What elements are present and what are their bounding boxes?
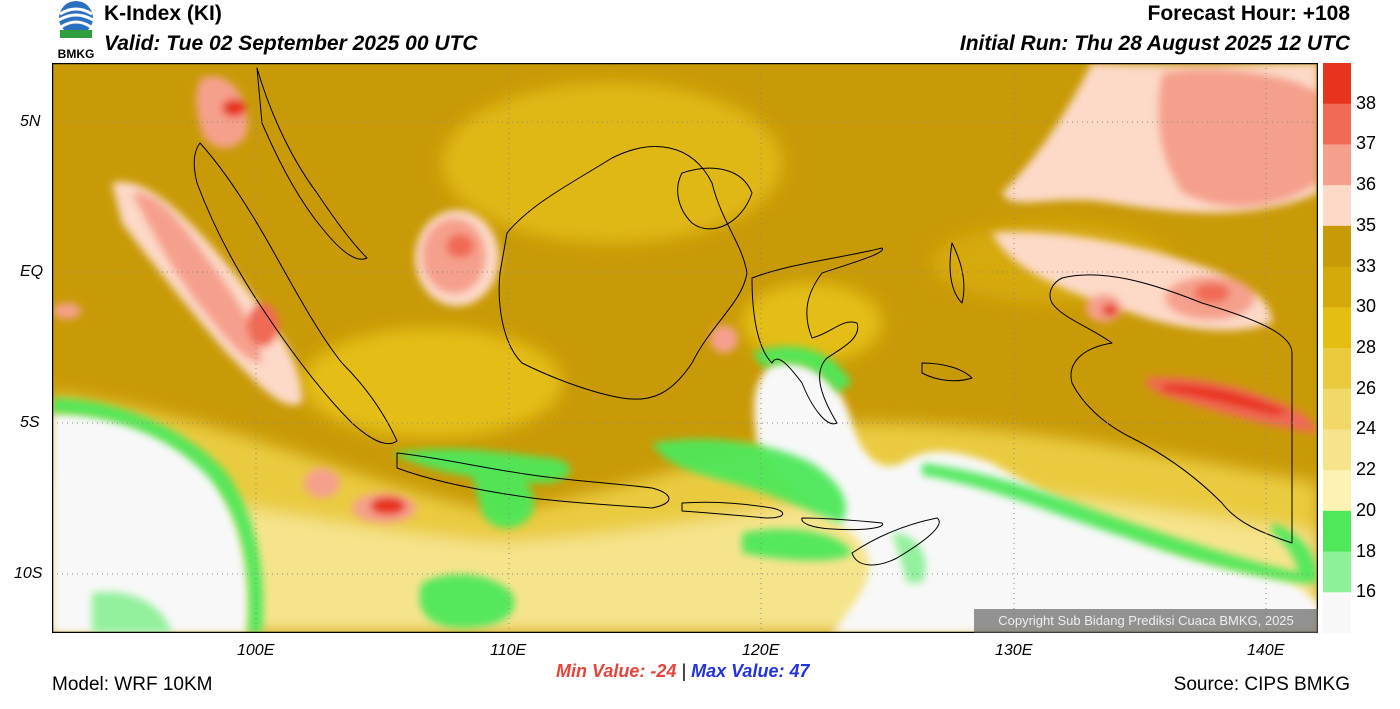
colorbar-swatch [1323, 510, 1351, 553]
lon-label-120e: 120E [742, 642, 780, 659]
lat-label-5s: 5S [20, 414, 40, 431]
colorbar-swatch [1323, 63, 1351, 105]
copyright-notice: Copyright Sub Bidang Prediksi Cuaca BMKG… [974, 609, 1318, 633]
colorbar-swatch [1323, 307, 1351, 349]
lon-label-140e: 140E [1247, 642, 1285, 659]
colorbar-label: 37 [1356, 133, 1377, 154]
max-value: Max Value: 47 [691, 661, 810, 681]
colorbar-swatch [1323, 225, 1351, 268]
colorbar-swatch [1323, 266, 1351, 308]
lat-label-eq: EQ [20, 263, 44, 280]
colorbar-label: 28 [1356, 337, 1377, 357]
colorbar [1323, 63, 1351, 633]
logo-text: BMKG [58, 47, 95, 60]
colorbar-label: 35 [1356, 214, 1377, 235]
colorbar-label: 36 [1356, 174, 1377, 195]
colorbar-label: 18 [1356, 540, 1377, 561]
lon-label-100e: 100E [237, 642, 275, 659]
colorbar-swatch [1323, 185, 1351, 227]
lon-label-130e: 130E [995, 642, 1033, 659]
lon-label-110e: 110E [490, 642, 527, 659]
colorbar-swatch [1323, 470, 1351, 512]
k-index-map [52, 63, 1318, 633]
lat-label-5n: 5N [20, 113, 41, 130]
forecast-hour: Forecast Hour: +108 [1147, 2, 1351, 25]
colorbar-label: 38 [1356, 92, 1377, 113]
min-value: Min Value: -24 [556, 661, 677, 681]
colorbar-label: 24 [1356, 418, 1377, 439]
map-title: K-Index (KI) [104, 2, 222, 25]
colorbar-label: 20 [1356, 499, 1377, 520]
lat-label-10s: 10S [14, 565, 43, 582]
colorbar-label: 30 [1356, 296, 1377, 317]
source-label: Source: CIPS BMKG [1173, 674, 1350, 695]
bmkg-logo: BMKG [58, 1, 95, 60]
colorbar-swatch [1323, 348, 1351, 390]
stats-separator: | [681, 661, 687, 681]
colorbar-swatch [1323, 429, 1351, 471]
colorbar-swatch [1323, 388, 1351, 430]
colorbar-label: 26 [1356, 377, 1377, 398]
colorbar-swatch [1323, 592, 1351, 633]
initial-run: Initial Run: Thu 28 August 2025 12 UTC [959, 32, 1350, 55]
colorbar-swatch [1323, 551, 1351, 593]
colorbar-label: 16 [1356, 581, 1377, 602]
valid-time: Valid: Tue 02 September 2025 00 UTC [104, 32, 478, 55]
colorbar-swatch [1323, 144, 1351, 186]
colorbar-label: 33 [1356, 255, 1377, 276]
model-label: Model: WRF 10KM [52, 674, 213, 695]
colorbar-label: 22 [1356, 459, 1377, 480]
colorbar-swatch [1323, 103, 1351, 145]
